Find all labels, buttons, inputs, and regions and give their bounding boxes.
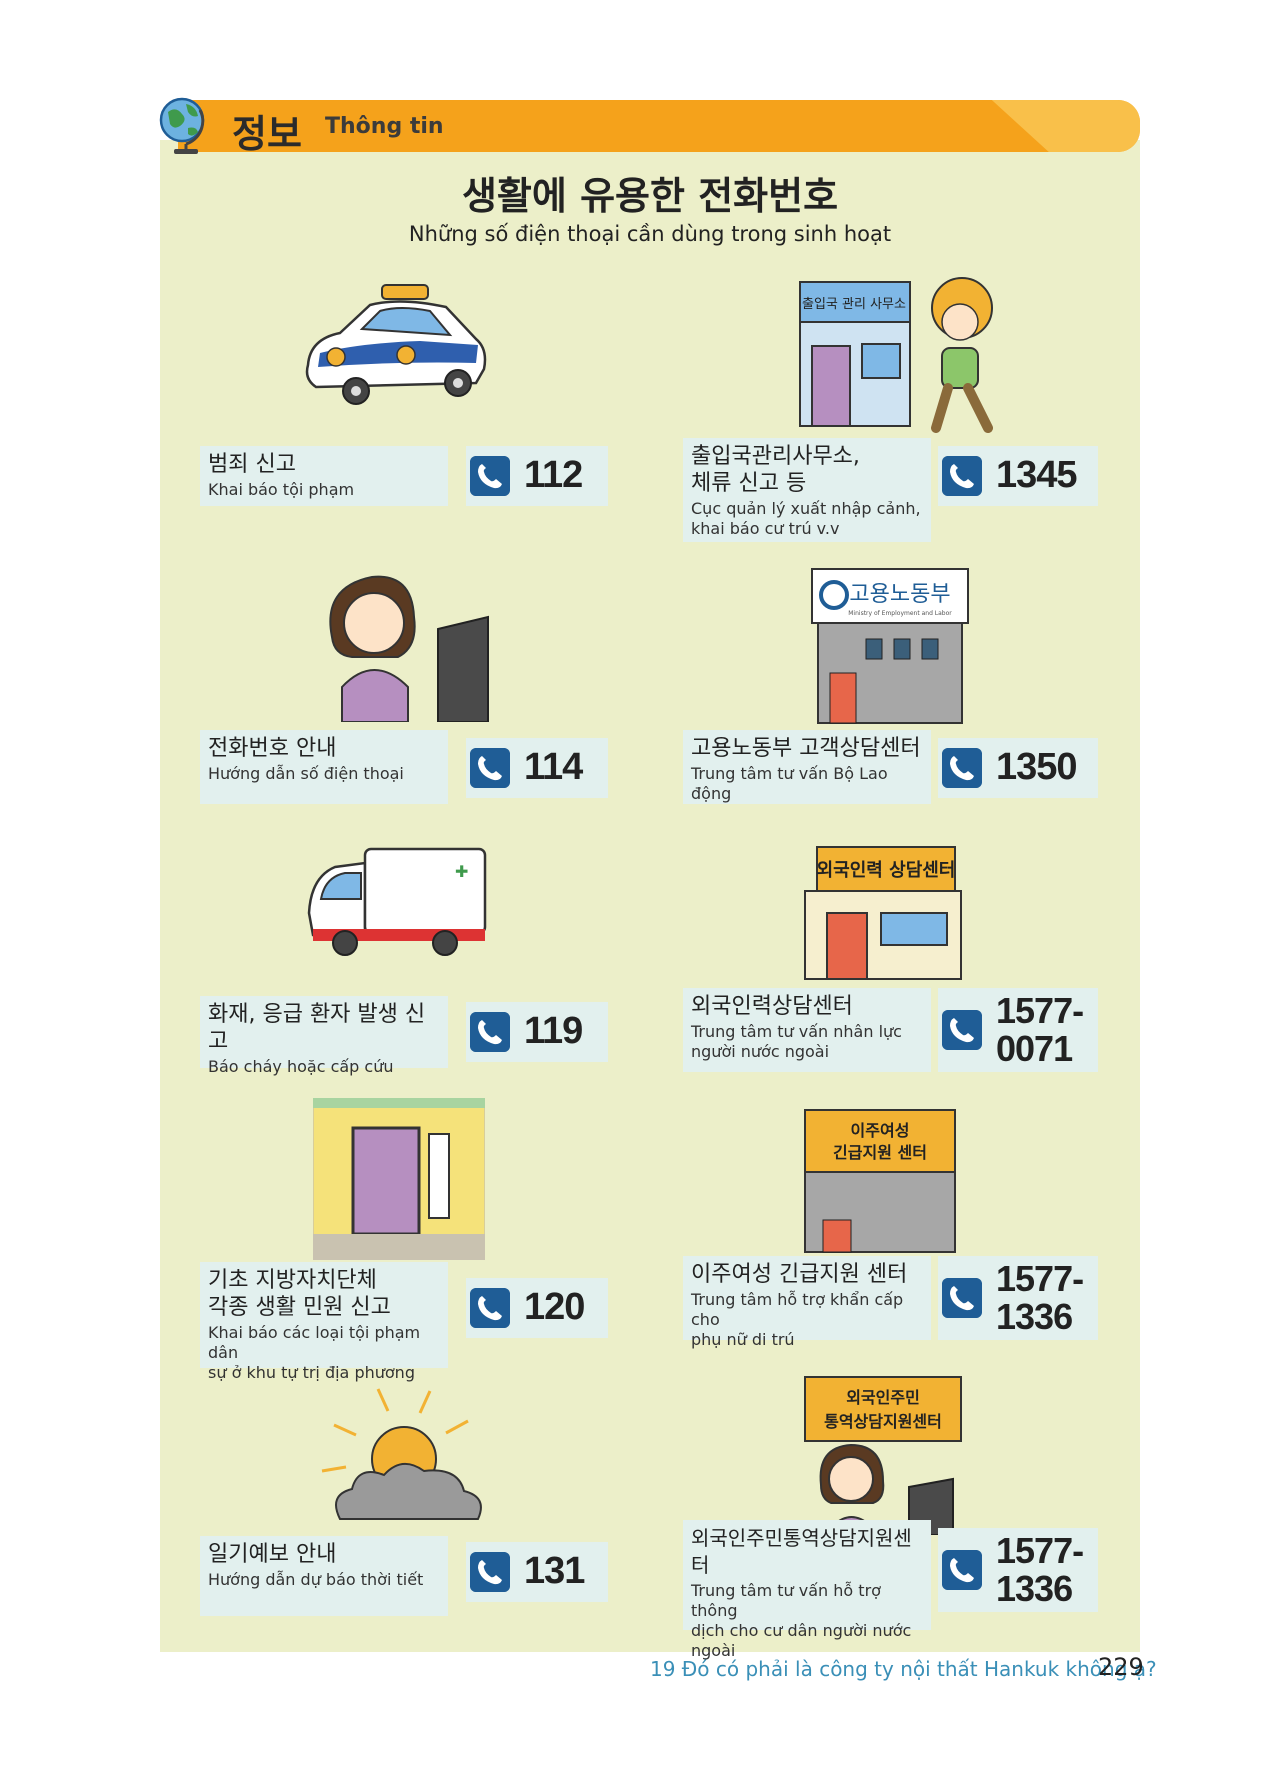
page-number: 229 — [1098, 1653, 1144, 1681]
service-name-ko: 외국인력상담센터 — [691, 994, 853, 1019]
service-card-foreign-residents: 외국인주민통역상담지원센터 Trung tâm tư vấn hỗ trợ th… — [683, 1520, 931, 1660]
service-name-vi: Khai báo các loại tội phạm dân sự ở khu … — [208, 1323, 421, 1382]
local-government-illustration — [313, 1098, 485, 1260]
workforce-sign-text: 외국인력 상담센터 — [817, 860, 956, 881]
service-card-phone-info: 전화번호 안내 Hướng dẫn số điện thoại — [200, 730, 448, 804]
phone-number-1577-1336-residents[interactable]: 1577- 1336 — [938, 1528, 1098, 1612]
phone-number-114[interactable]: 114 — [466, 738, 608, 798]
phone-number-112[interactable]: 112 — [466, 446, 608, 506]
phone-icon — [942, 748, 982, 788]
service-name-vi: Trung tâm hỗ trợ khẩn cấp cho phụ nữ di … — [691, 1290, 904, 1349]
phone-number-1345[interactable]: 1345 — [938, 446, 1098, 506]
phone-icon — [942, 1278, 982, 1318]
labor-ministry-illustration: 고용노동부 Ministry of Employment and Labor — [811, 568, 969, 724]
phone-number-text: 120 — [524, 1286, 585, 1328]
page-subtitle: Những số điện thoại cần dùng trong sinh … — [408, 222, 892, 246]
service-card-fire-emergency: 화재, 응급 환자 발생 신고 Báo cháy hoặc cấp cứu — [200, 996, 448, 1076]
phone-number-text: 1350 — [996, 746, 1078, 788]
ambulance-illustration: ✚ — [307, 847, 487, 956]
residents-sign-line2: 통역상담지원센터 — [824, 1412, 942, 1431]
immigration-sign-text: 출입국 관리 사무소 — [802, 297, 906, 312]
footer-lesson-title: 19 Đó có phải là công ty nội thất Hankuk… — [650, 1657, 1157, 1681]
service-name-vi: Hướng dẫn số điện thoại — [208, 764, 404, 783]
phone-icon — [470, 1012, 510, 1052]
service-card-foreign-workforce: 외국인력상담센터 Trung tâm tư vấn nhân lực người… — [683, 988, 931, 1072]
header-title-vi: Thông tin — [325, 114, 444, 139]
phone-icon — [942, 1010, 982, 1050]
page-title: 생활에 유용한 전화번호 — [461, 174, 839, 218]
service-name-vi: Trung tâm tư vấn hỗ trợ thông dịch cho c… — [691, 1581, 912, 1660]
globe-icon — [159, 97, 205, 154]
phone-number-1577-0071[interactable]: 1577- 0071 — [938, 988, 1098, 1072]
service-name-ko: 화재, 응급 환자 발생 신고 — [208, 1002, 426, 1054]
service-name-vi: Trung tâm tư vấn nhân lực người nước ngo… — [691, 1022, 902, 1061]
phone-number-1577-1336[interactable]: 1577- 1336 — [938, 1256, 1098, 1340]
svg-text:✚: ✚ — [455, 862, 468, 881]
header-title-ko: 정보 — [232, 112, 302, 156]
phone-number-text: 131 — [524, 1550, 585, 1592]
service-name-ko: 이주여성 긴급지원 센터 — [691, 1262, 908, 1287]
service-name-ko: 기초 지방자치단체 각종 생활 민원 신고 — [208, 1268, 391, 1320]
service-name-ko: 범죄 신고 — [208, 452, 296, 477]
phone-icon — [942, 456, 982, 496]
phone-number-text: 1577- 1336 — [996, 1258, 1084, 1337]
service-name-vi: Báo cháy hoặc cấp cứu — [208, 1057, 394, 1076]
phone-number-text: 1577- 1336 — [996, 1530, 1084, 1609]
migrant-women-center-illustration: 이주여성 긴급지원 센터 — [804, 1109, 956, 1253]
migrant-women-sign-line1: 이주여성 — [851, 1121, 910, 1140]
service-card-local-gov: 기초 지방자치단체 각종 생활 민원 신고 Khai báo các loại … — [200, 1262, 448, 1382]
service-card-immigration: 출입국관리사무소, 체류 신고 등 Cục quản lý xuất nhập … — [683, 438, 931, 542]
service-card-labor: 고용노동부 고객상담센터 Trung tâm tư vấn Bộ Lao độn… — [683, 730, 931, 804]
phone-number-119[interactable]: 119 — [466, 1002, 608, 1062]
foreign-workforce-center-illustration: 외국인력 상담센터 — [804, 846, 962, 980]
phone-number-120[interactable]: 120 — [466, 1278, 608, 1338]
phone-icon — [470, 748, 510, 788]
phone-number-text: 1345 — [996, 454, 1078, 496]
service-name-vi: Trung tâm tư vấn Bộ Lao động — [691, 764, 888, 803]
service-name-vi: Hướng dẫn dự báo thời tiết — [208, 1570, 424, 1589]
service-name-ko: 일기예보 안내 — [208, 1542, 337, 1567]
phone-number-1350[interactable]: 1350 — [938, 738, 1098, 798]
service-name-vi: Khai báo tội phạm — [208, 480, 355, 499]
phone-icon — [470, 1552, 510, 1592]
service-name-ko: 외국인주민통역상담지원센터 — [691, 1526, 912, 1577]
phone-icon — [942, 1550, 982, 1590]
weather-illustration — [321, 1388, 482, 1520]
residents-sign-line1: 외국인주민 — [846, 1388, 920, 1407]
phone-number-text: 1577- 0071 — [996, 990, 1084, 1069]
service-card-migrant-women: 이주여성 긴급지원 센터 Trung tâm hỗ trợ khẩn cấp c… — [683, 1256, 931, 1349]
immigration-office-illustration: 출입국 관리 사무소 — [799, 277, 993, 433]
labor-sign-text: 고용노동부 — [849, 582, 950, 607]
migrant-women-sign-line2: 긴급지원 센터 — [833, 1143, 927, 1162]
service-name-ko: 고용노동부 고객상담센터 — [691, 736, 921, 761]
labor-sign-subtext: Ministry of Employment and Labor — [848, 610, 952, 617]
service-name-ko: 전화번호 안내 — [208, 736, 337, 761]
phone-number-text: 119 — [524, 1010, 583, 1052]
section-header: 정보 Thông tin — [159, 97, 1140, 156]
operator-illustration — [329, 575, 489, 722]
phone-number-text: 114 — [524, 746, 583, 788]
phone-number-text: 112 — [524, 454, 583, 496]
service-name-ko: 출입국관리사무소, 체류 신고 등 — [691, 444, 860, 496]
phone-number-131[interactable]: 131 — [466, 1542, 608, 1602]
police-car-illustration — [305, 284, 487, 405]
phone-icon — [470, 1288, 510, 1328]
foreign-residents-center-illustration: 외국인주민 통역상담지원센터 — [804, 1376, 962, 1535]
service-card-weather: 일기예보 안내 Hướng dẫn dự báo thời tiết — [200, 1536, 448, 1616]
service-name-vi: Cục quản lý xuất nhập cảnh, khai báo cư … — [691, 499, 921, 538]
phone-icon — [470, 456, 510, 496]
service-card-crime: 범죄 신고 Khai báo tội phạm — [200, 446, 448, 506]
